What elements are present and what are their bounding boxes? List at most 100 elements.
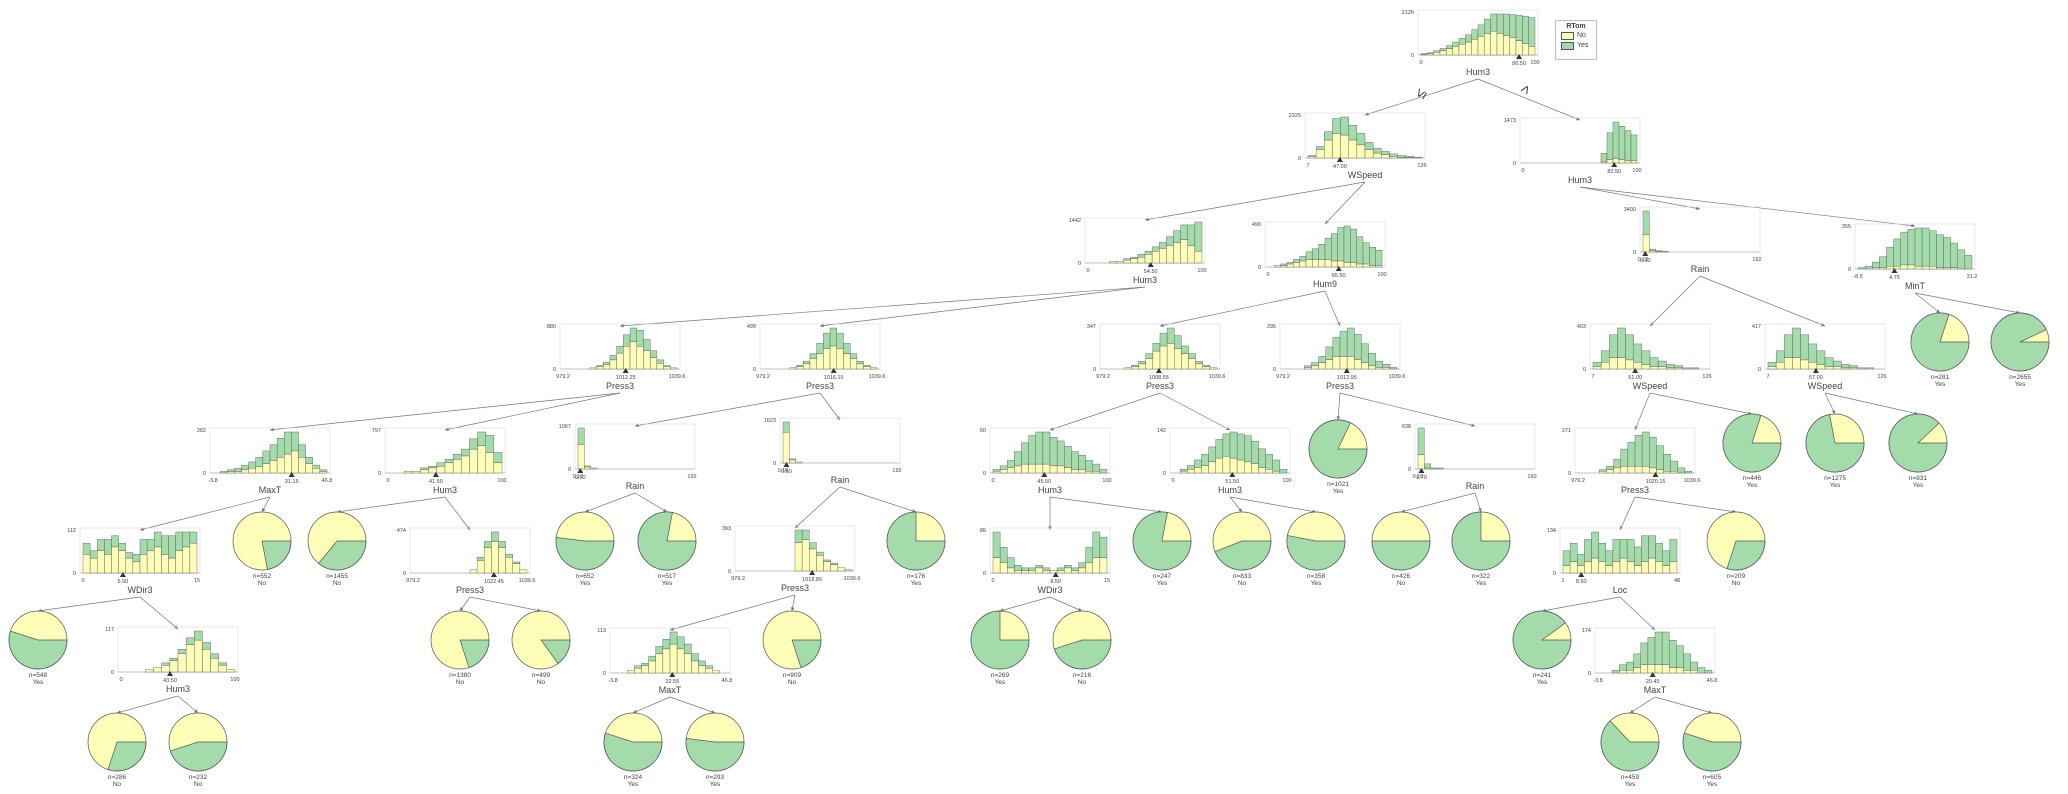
histogram-bar-no [1528, 46, 1536, 56]
histogram-bar-no [1634, 465, 1643, 474]
histogram-bar-yes [1612, 670, 1620, 674]
histogram-ymin-label: 0 [603, 671, 606, 677]
histogram-bar-yes [1669, 539, 1678, 563]
tree-edge [37, 596, 141, 613]
histogram-xmax-label: 100 [1530, 60, 1539, 66]
pie-slice-yes [1990, 312, 2050, 372]
split-value-label: 43.50 [163, 678, 177, 684]
leaf-class-label: Yes [1625, 781, 1636, 788]
tree-edge [790, 594, 796, 612]
histogram-bar-no [505, 557, 513, 574]
histogram-bar-no [1375, 367, 1383, 370]
histogram-bar-yes [436, 462, 446, 467]
histogram-bar-yes [1049, 437, 1058, 467]
split-feature-label: WSpeed [1348, 170, 1383, 180]
histogram-bar-yes [1064, 565, 1072, 569]
histogram-bar-yes [444, 459, 454, 463]
edge-arrowhead [585, 509, 589, 513]
histogram-bar-no [1471, 38, 1479, 56]
histogram-bar-no [1606, 469, 1614, 474]
histogram-bar-yes [1222, 433, 1231, 457]
histogram-bar-yes [1042, 431, 1051, 465]
histogram-ymin-label: 0 [111, 670, 114, 676]
split-value-label: 65.50 [1332, 273, 1346, 279]
histogram-bar-no [1180, 239, 1188, 264]
leaf-count-label: n=209 [1727, 573, 1746, 580]
histogram-ymin-label: 0 [1553, 571, 1556, 577]
histogram-bar-no [1188, 358, 1196, 370]
split-feature-label: Press3 [781, 583, 809, 593]
pie-slice-yes [1053, 639, 1112, 670]
histogram-bar-yes [1683, 653, 1691, 671]
histogram-bar-yes [789, 458, 796, 461]
edge-arrowhead [1576, 116, 1580, 121]
histogram-bar-no [420, 469, 429, 474]
leaf-count-label: n=552 [253, 573, 272, 580]
histogram-bar-no [111, 546, 119, 574]
pie-slice-yes [1722, 413, 1782, 473]
histogram-bar-no [1049, 465, 1058, 474]
split-marker-icon [1052, 572, 1059, 577]
split-feature-label: Rain [1466, 481, 1485, 491]
split-feature-label: Press3 [1146, 381, 1174, 391]
histogram-xmax-label: 126 [1702, 374, 1711, 380]
histogram-ymin-label: 0 [1848, 267, 1851, 273]
histogram-bar-no [1690, 670, 1698, 674]
histogram-bar-no [999, 562, 1008, 574]
histogram-bar-no [1356, 263, 1364, 268]
histogram-bar-yes [843, 343, 851, 354]
histogram-bar-no [1562, 565, 1571, 574]
histogram-xmax-label: 100 [1632, 168, 1641, 174]
histogram-ymax-label: 134 [1547, 528, 1556, 534]
histogram-bar-yes [1159, 332, 1168, 347]
histogram-bar-yes [1427, 52, 1434, 54]
histogram-bar-no [1244, 461, 1252, 474]
tree-edge [1634, 496, 1737, 514]
histogram-bar-no [663, 366, 671, 370]
histogram-bar-no [1943, 267, 1951, 270]
histogram-bar-yes [146, 539, 155, 551]
histogram-bar-no [1417, 454, 1425, 470]
histogram-xmax-label: 1039.6 [519, 578, 536, 584]
histogram-ymin-label: 0 [1408, 467, 1411, 473]
histogram-bar-no [1661, 664, 1670, 674]
histogram-bar-yes [1369, 247, 1376, 266]
split-value-label: 54.50 [1144, 269, 1158, 275]
leaf-class-label: Yes [1476, 580, 1487, 587]
histogram-bar-yes [796, 364, 804, 367]
histogram-xmax-label: 100 [1102, 478, 1111, 484]
histogram-bar-yes [168, 535, 176, 559]
pie-slice-yes [1214, 540, 1272, 571]
histogram-bar-yes [1832, 360, 1842, 367]
histogram-bar-yes [1655, 250, 1663, 252]
histogram-bar-no [1649, 366, 1659, 370]
histogram-bar-yes [420, 467, 429, 470]
leaf-count-label: n=459 [1621, 774, 1640, 781]
histogram-bar-yes [1697, 667, 1706, 674]
histogram-bar-no [412, 471, 421, 474]
histogram-bar-yes [1592, 361, 1602, 367]
split-marker-icon [1611, 162, 1618, 167]
histogram-bar-yes [1471, 29, 1479, 40]
leaf-count-label: n=293 [706, 774, 725, 781]
histogram-bar-yes [469, 438, 478, 450]
histogram-bar-yes [1417, 427, 1425, 455]
histogram-bar-no [1014, 570, 1022, 574]
histogram-bar-yes [1014, 451, 1022, 467]
histogram-ymin-label: 0 [73, 571, 76, 577]
histogram-bar-yes [705, 665, 713, 669]
histogram-bar-yes [1641, 535, 1649, 563]
histogram-bar-yes [1663, 454, 1671, 472]
histogram-bar-no [1584, 561, 1592, 574]
histogram-bar-yes [194, 630, 203, 641]
histogram-bar-no [1346, 356, 1355, 370]
histogram-ymax-label: 1623 [764, 418, 776, 424]
